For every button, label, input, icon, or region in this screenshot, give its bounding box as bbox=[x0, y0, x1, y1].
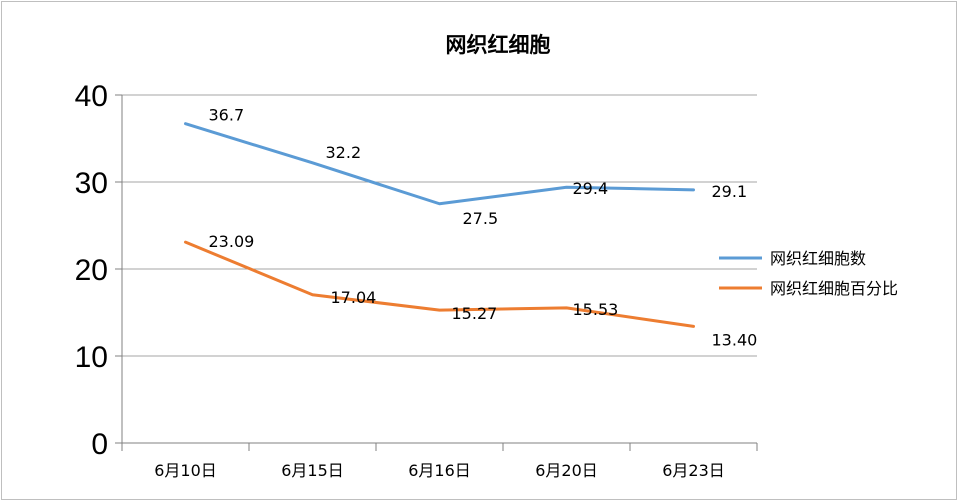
x-tick-label: 6月16日 bbox=[408, 461, 471, 480]
chart-title: 网织红细胞 bbox=[446, 33, 551, 57]
x-tick-label: 6月15日 bbox=[281, 461, 344, 480]
legend-label: 网织红细胞数 bbox=[770, 249, 866, 268]
data-label: 29.4 bbox=[573, 179, 609, 198]
y-tick-label: 40 bbox=[75, 80, 108, 113]
data-label: 32.2 bbox=[326, 143, 362, 162]
data-label: 15.53 bbox=[573, 300, 619, 319]
x-tick-label: 6月10日 bbox=[154, 461, 217, 480]
y-tick-label: 0 bbox=[91, 428, 108, 461]
series-lines bbox=[184, 122, 695, 328]
series-line-2 bbox=[184, 240, 695, 328]
data-label: 23.09 bbox=[209, 232, 255, 251]
x-tick-label: 6月23日 bbox=[662, 461, 725, 480]
gridlines bbox=[122, 94, 757, 357]
data-label: 29.1 bbox=[712, 182, 748, 201]
data-label: 15.27 bbox=[452, 304, 498, 323]
data-label: 36.7 bbox=[209, 106, 245, 125]
y-tick-label: 20 bbox=[75, 254, 108, 287]
legend-label: 网织红细胞百分比 bbox=[770, 279, 898, 298]
data-labels: 36.7 32.2 27.5 29.4 29.1 23.09 17.04 15.27 15.53… bbox=[209, 106, 758, 350]
series-line-1 bbox=[184, 122, 695, 206]
data-label: 27.5 bbox=[463, 209, 499, 228]
axes: 0 10 20 30 40 6月10日 6月15日 6月16日 6月20日 6月23日 bbox=[75, 80, 758, 480]
data-label: 17.04 bbox=[331, 288, 377, 307]
y-tick-label: 10 bbox=[75, 341, 108, 374]
data-label: 13.40 bbox=[712, 330, 758, 349]
y-tick-label: 30 bbox=[75, 167, 108, 200]
x-tick-label: 6月20日 bbox=[535, 461, 598, 480]
